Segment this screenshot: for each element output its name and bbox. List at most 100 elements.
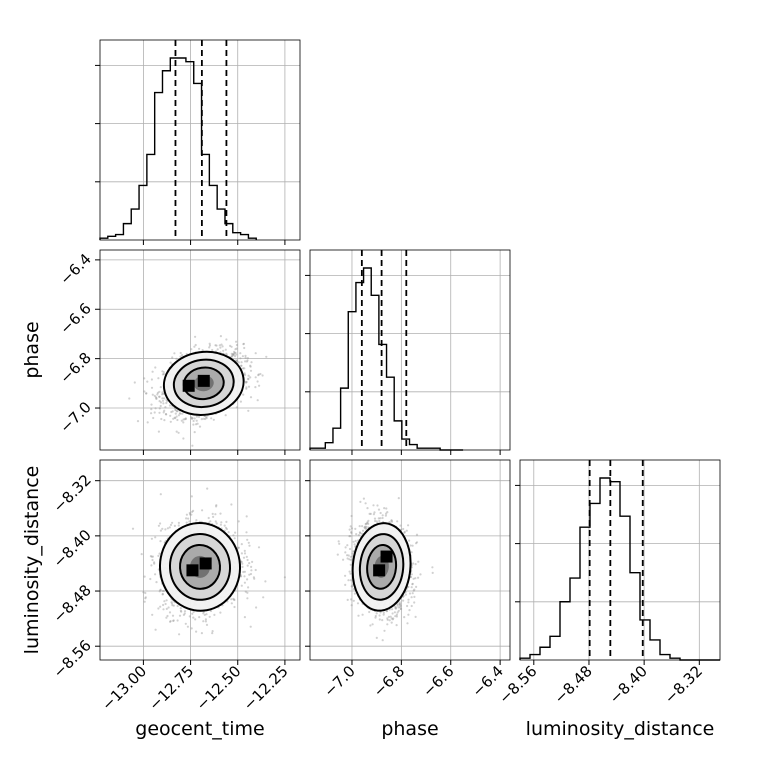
sample-point xyxy=(211,630,214,633)
sample-point xyxy=(349,555,352,558)
sample-point xyxy=(159,588,162,591)
sample-point xyxy=(243,372,246,375)
sample-point xyxy=(244,356,247,359)
sample-point xyxy=(197,415,201,418)
sample-point xyxy=(207,516,210,520)
sample-point xyxy=(232,354,235,357)
sample-point xyxy=(163,397,166,400)
contour-line-2 xyxy=(178,543,222,590)
sample-point xyxy=(245,387,248,390)
sample-point xyxy=(180,610,183,613)
sample-point xyxy=(194,335,197,338)
sample-point xyxy=(229,344,232,347)
sample-point xyxy=(388,521,391,524)
sample-point xyxy=(171,604,174,607)
sample-point xyxy=(198,616,201,619)
sample-point xyxy=(346,544,349,547)
sample-point xyxy=(244,380,247,383)
sample-point xyxy=(146,380,149,383)
sample-point xyxy=(188,520,191,523)
sample-point xyxy=(415,542,418,545)
sample-point xyxy=(247,385,251,388)
sample-point xyxy=(246,597,249,600)
sample-point xyxy=(403,531,406,534)
sample-point xyxy=(176,604,179,608)
sample-point xyxy=(161,527,164,530)
sample-point xyxy=(175,430,178,433)
sample-point xyxy=(417,576,420,579)
sample-point xyxy=(173,524,176,528)
sample-point xyxy=(248,544,251,547)
sample-point xyxy=(191,444,194,447)
sample-point xyxy=(153,561,156,564)
sample-point xyxy=(230,355,233,358)
sample-point xyxy=(176,418,179,422)
histogram-panel-geocent_time xyxy=(95,39,301,245)
sample-point xyxy=(210,417,213,420)
sample-point xyxy=(232,353,235,356)
sample-point xyxy=(240,560,243,564)
sample-point xyxy=(170,601,173,604)
sample-point xyxy=(395,615,398,618)
sample-point xyxy=(240,361,243,364)
sample-point xyxy=(162,392,165,395)
sample-point xyxy=(349,535,352,538)
sample-point xyxy=(154,628,157,631)
sample-point xyxy=(153,394,156,397)
sample-point xyxy=(382,611,385,614)
sample-point xyxy=(180,419,183,422)
sample-point xyxy=(355,533,358,536)
sample-point xyxy=(179,609,182,612)
sample-point xyxy=(241,562,244,565)
sample-point xyxy=(364,502,367,505)
sample-point xyxy=(358,525,361,528)
sample-point xyxy=(230,598,233,601)
sample-point xyxy=(231,353,234,356)
density-panel-geocent_time-phase xyxy=(95,249,301,455)
sample-point xyxy=(230,345,233,348)
contour-line-0 xyxy=(162,350,245,416)
contour-line-0 xyxy=(158,522,242,612)
sample-point xyxy=(169,620,172,623)
sample-point xyxy=(240,364,243,367)
sample-point xyxy=(150,555,153,558)
sample-point xyxy=(245,360,248,363)
sample-point xyxy=(158,400,161,403)
sample-point xyxy=(394,606,398,609)
sample-point xyxy=(225,528,228,531)
sample-point xyxy=(159,522,162,525)
sample-point xyxy=(173,416,176,419)
sample-point xyxy=(242,342,245,345)
sample-point xyxy=(396,604,399,607)
sample-point xyxy=(406,622,409,625)
sample-point xyxy=(174,412,177,415)
sample-point xyxy=(214,520,217,523)
sample-point xyxy=(235,360,239,363)
sample-point xyxy=(143,575,146,578)
sample-point xyxy=(391,612,394,615)
sample-point xyxy=(192,423,195,426)
sample-point xyxy=(156,391,159,394)
sample-point xyxy=(225,520,228,524)
sample-point xyxy=(201,509,204,512)
sample-point xyxy=(391,608,394,611)
sample-point xyxy=(366,521,369,524)
sample-point xyxy=(254,376,257,379)
sample-point xyxy=(161,373,164,376)
sample-point xyxy=(241,355,244,358)
sample-point xyxy=(156,393,159,396)
sample-point xyxy=(411,592,414,595)
sample-point xyxy=(216,348,219,351)
sample-point xyxy=(215,505,218,508)
sample-point xyxy=(204,417,207,421)
sample-point xyxy=(192,419,195,423)
sample-point xyxy=(211,512,214,516)
sample-point xyxy=(390,520,394,523)
sample-point xyxy=(166,527,169,530)
plot-layer: −13.00−12.75−12.50−12.25geocent_time−7.0… xyxy=(21,39,721,740)
sample-point xyxy=(146,421,149,424)
sample-point xyxy=(161,592,164,596)
sample-point xyxy=(172,619,175,623)
sample-point xyxy=(404,593,407,596)
sample-point xyxy=(190,513,193,516)
